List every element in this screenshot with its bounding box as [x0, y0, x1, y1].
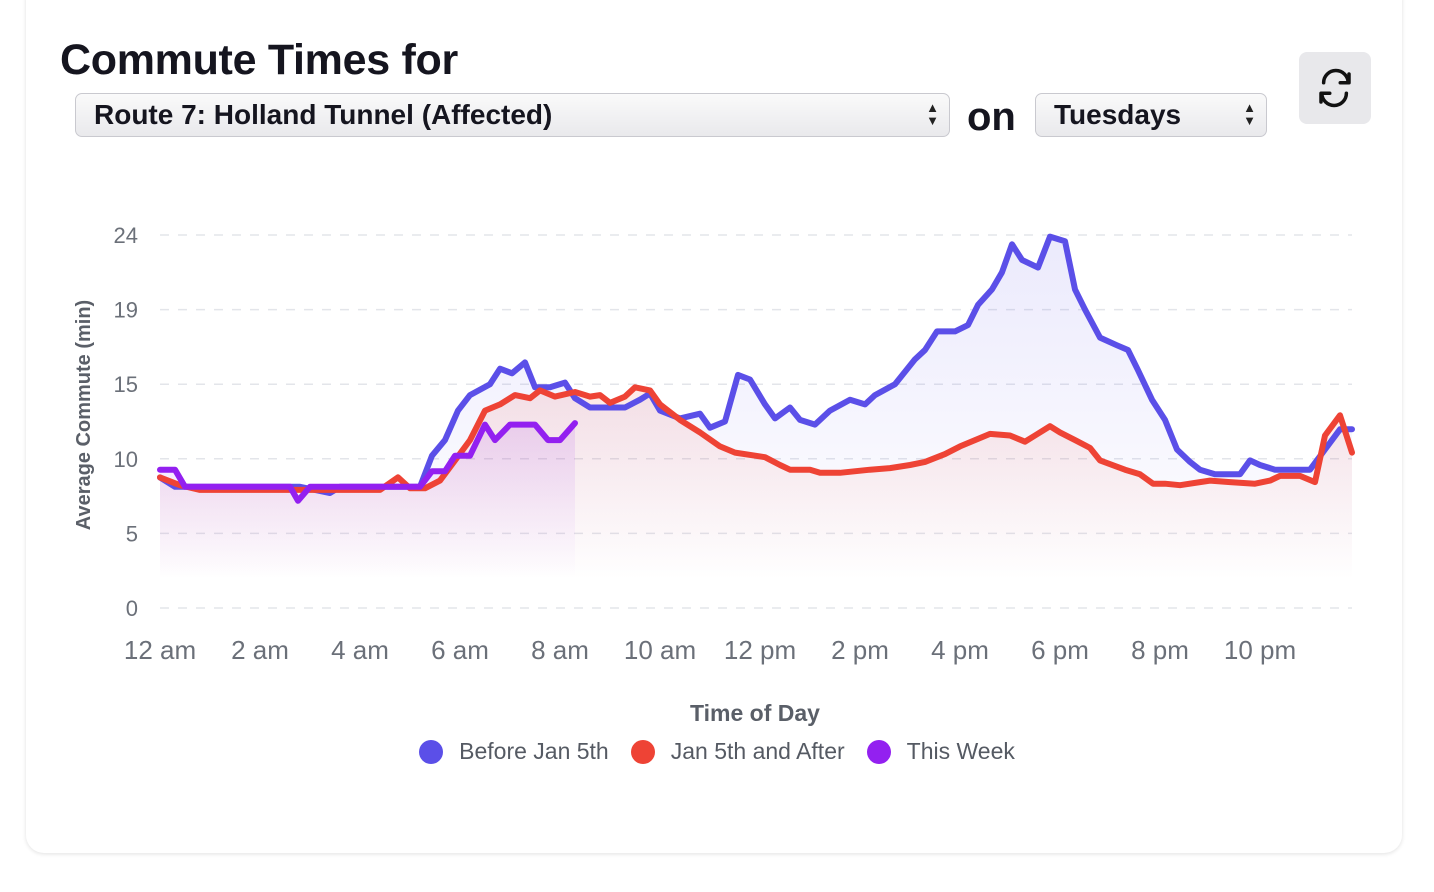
y-tick-label: 15: [114, 372, 138, 397]
route-select[interactable]: Route 7: Holland Tunnel (Affected) ▲ ▼: [75, 93, 950, 137]
x-tick-label: 10 am: [624, 635, 696, 665]
y-tick-label: 24: [114, 223, 138, 248]
legend-label: Before Jan 5th: [459, 738, 609, 764]
x-tick-label: 8 pm: [1131, 635, 1189, 665]
legend-item-this-week[interactable]: This Week: [866, 738, 1015, 765]
select-arrows-icon: ▲ ▼: [926, 100, 939, 128]
x-tick-label: 12 am: [124, 635, 196, 665]
legend-dot: [630, 739, 655, 764]
y-axis-label: Average Commute (min): [73, 300, 95, 530]
page-title: Commute Times for: [60, 36, 458, 84]
x-tick-label: 4 am: [331, 635, 389, 665]
route-select-value: Route 7: Holland Tunnel (Affected): [94, 99, 553, 130]
legend-item-before[interactable]: Before Jan 5th: [419, 738, 609, 765]
y-tick-label: 5: [126, 521, 138, 546]
legend-dot: [419, 739, 444, 764]
legend: Before Jan 5th Jan 5th and After This We…: [0, 738, 1434, 765]
x-tick-label: 4 pm: [931, 635, 989, 665]
x-tick-label: 6 am: [431, 635, 489, 665]
legend-item-after[interactable]: Jan 5th and After: [630, 738, 845, 765]
x-axis-label: Time of Day: [690, 700, 820, 726]
x-tick-label: 8 am: [531, 635, 589, 665]
day-select[interactable]: Tuesdays ▲ ▼: [1035, 93, 1267, 137]
y-tick-label: 19: [114, 298, 138, 323]
series-line-this-week: [157, 420, 578, 504]
x-tick-label: 2 pm: [831, 635, 889, 665]
legend-label: This Week: [906, 738, 1015, 764]
series-line-before-jan-5th: [157, 233, 1355, 496]
x-tick-label: 2 am: [231, 635, 289, 665]
on-label: on: [967, 95, 1016, 139]
x-tick-label: 12 pm: [724, 635, 796, 665]
select-arrows-icon: ▲ ▼: [1243, 100, 1256, 128]
y-tick-label: 0: [126, 596, 138, 621]
day-select-value: Tuesdays: [1054, 99, 1182, 130]
refresh-button[interactable]: [1299, 52, 1371, 124]
series-area-2: [160, 423, 575, 580]
legend-dot: [866, 739, 891, 764]
refresh-icon: [1319, 68, 1351, 108]
x-tick-label: 10 pm: [1224, 635, 1296, 665]
legend-label: Jan 5th and After: [670, 738, 845, 764]
y-tick-label: 10: [114, 447, 138, 472]
x-tick-label: 6 pm: [1031, 635, 1089, 665]
